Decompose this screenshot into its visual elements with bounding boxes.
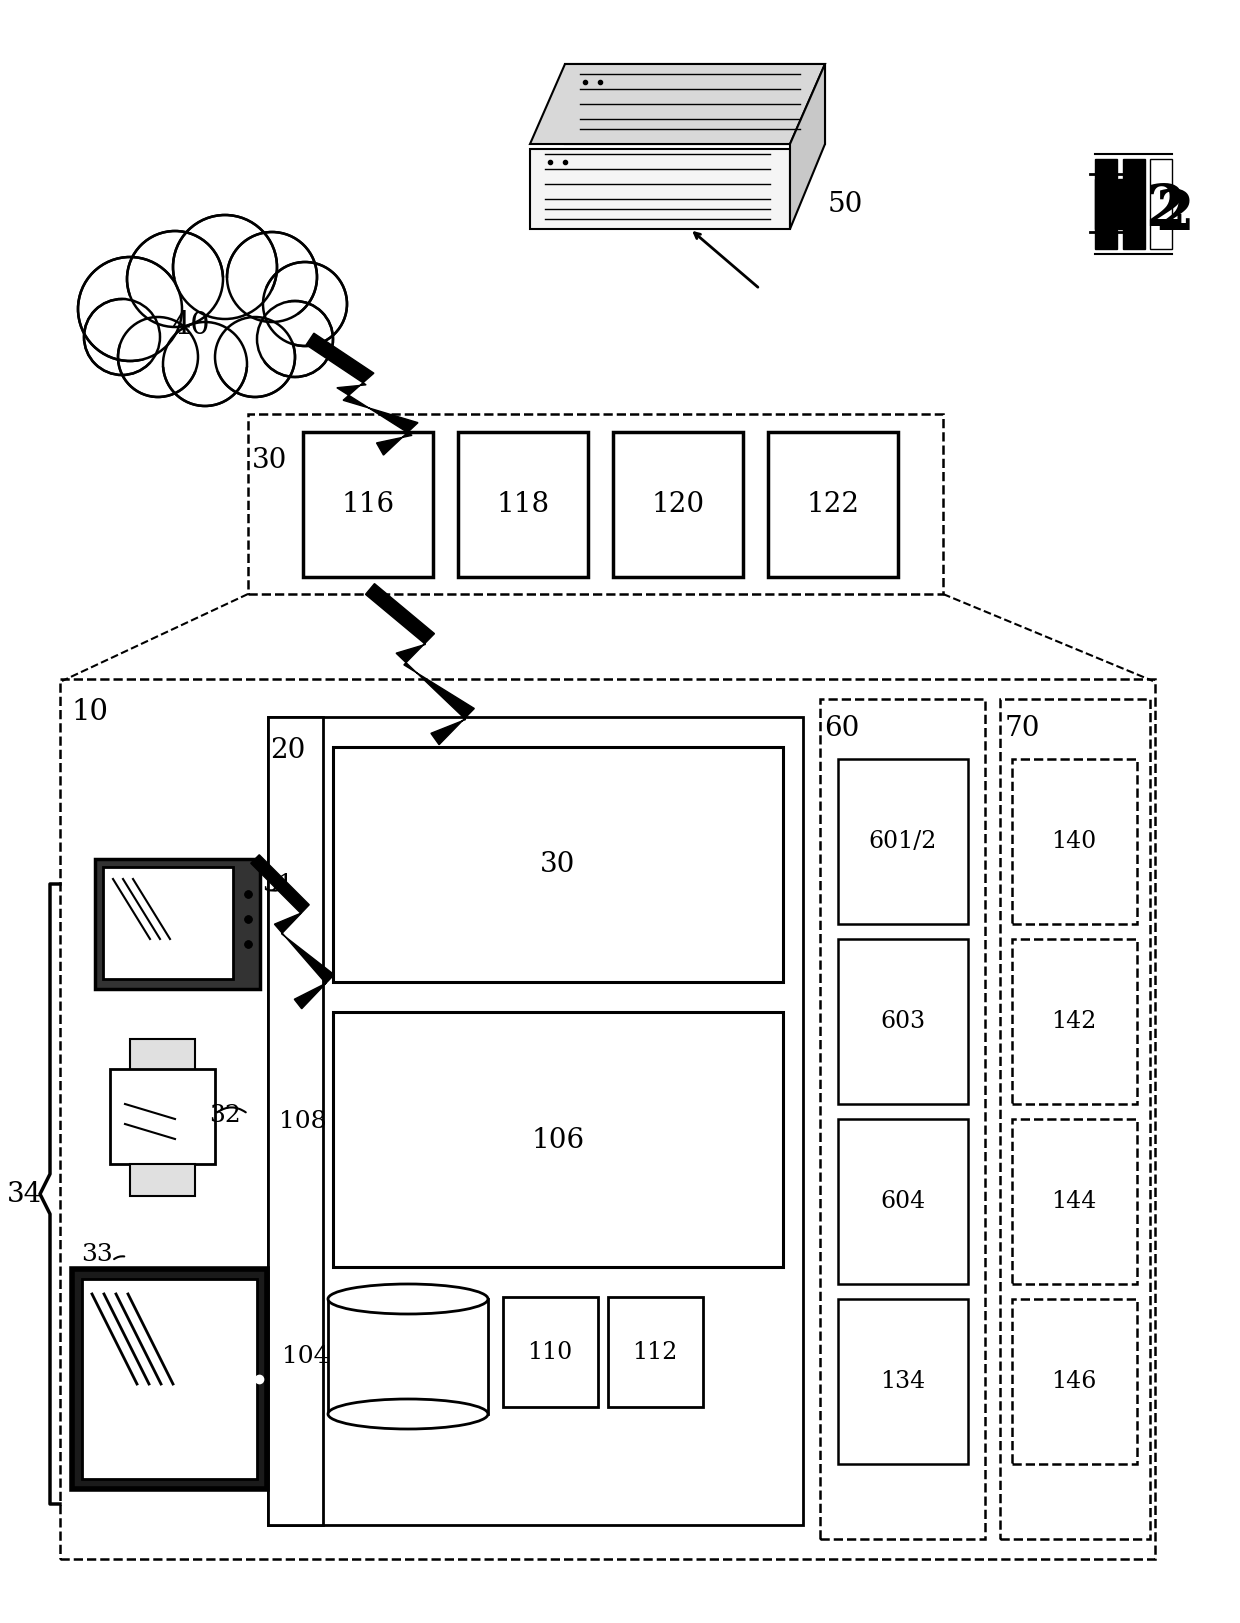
Bar — [1095, 161, 1117, 250]
Text: 31: 31 — [262, 873, 294, 896]
Circle shape — [78, 258, 182, 362]
Bar — [838, 940, 968, 1104]
Text: 40: 40 — [171, 310, 210, 341]
Text: 2: 2 — [1145, 182, 1185, 239]
Text: 134: 134 — [880, 1370, 925, 1393]
Bar — [268, 717, 322, 1526]
Circle shape — [86, 302, 157, 373]
Bar — [1012, 760, 1137, 925]
Bar — [110, 1070, 215, 1164]
Text: 50: 50 — [827, 192, 863, 219]
Circle shape — [265, 265, 345, 344]
Text: 601/2: 601/2 — [869, 829, 937, 854]
Bar — [130, 1039, 195, 1071]
Circle shape — [84, 300, 160, 377]
Circle shape — [215, 318, 295, 398]
Circle shape — [129, 234, 221, 326]
Text: 120: 120 — [651, 492, 704, 518]
Text: 122: 122 — [806, 492, 859, 518]
Text: 60: 60 — [825, 714, 859, 742]
Text: 108: 108 — [279, 1110, 327, 1133]
Circle shape — [120, 320, 196, 396]
Bar — [329, 1298, 489, 1414]
Ellipse shape — [329, 1284, 489, 1315]
Bar — [130, 1164, 195, 1196]
Circle shape — [257, 302, 334, 378]
Bar — [529, 149, 790, 230]
Bar — [565, 65, 825, 144]
Circle shape — [174, 216, 277, 320]
Circle shape — [81, 260, 180, 360]
Circle shape — [175, 217, 275, 318]
Bar — [458, 433, 588, 578]
Circle shape — [165, 325, 246, 404]
Text: 30: 30 — [541, 850, 575, 878]
Bar — [103, 867, 233, 979]
Text: 116: 116 — [341, 492, 394, 518]
Text: 146: 146 — [1052, 1370, 1096, 1393]
Text: 604: 604 — [880, 1190, 925, 1212]
Text: 142: 142 — [1052, 1010, 1096, 1032]
Circle shape — [263, 263, 347, 347]
Bar — [303, 433, 433, 578]
Bar — [1095, 180, 1115, 230]
Bar — [1012, 940, 1137, 1104]
Bar — [613, 433, 743, 578]
Text: 10: 10 — [72, 698, 109, 725]
Circle shape — [162, 323, 247, 407]
Bar — [503, 1297, 598, 1407]
Bar — [1149, 161, 1172, 250]
Text: 603: 603 — [880, 1010, 925, 1032]
Polygon shape — [250, 855, 334, 1010]
Text: 70: 70 — [1004, 714, 1040, 742]
Polygon shape — [306, 334, 418, 456]
Bar — [999, 700, 1149, 1539]
Text: 140: 140 — [1052, 829, 1096, 854]
Text: 106: 106 — [532, 1126, 584, 1152]
Circle shape — [227, 232, 317, 323]
Polygon shape — [366, 584, 475, 745]
Bar — [60, 680, 1154, 1560]
Bar — [820, 700, 985, 1539]
Text: 104: 104 — [283, 1345, 330, 1368]
Circle shape — [259, 304, 331, 377]
Ellipse shape — [329, 1399, 489, 1430]
Bar — [838, 1298, 968, 1464]
Text: 144: 144 — [1052, 1190, 1096, 1212]
Text: 33: 33 — [81, 1243, 113, 1266]
Text: 110: 110 — [527, 1341, 573, 1363]
Text: 34: 34 — [6, 1182, 42, 1208]
Circle shape — [217, 320, 293, 396]
Text: 2: 2 — [1156, 187, 1194, 242]
Text: 112: 112 — [632, 1341, 678, 1363]
Bar — [608, 1297, 703, 1407]
Bar — [334, 1013, 782, 1268]
Bar — [268, 717, 804, 1526]
Bar — [334, 748, 782, 982]
Circle shape — [118, 318, 198, 398]
Bar — [82, 1279, 257, 1479]
Bar — [95, 860, 260, 990]
Polygon shape — [790, 65, 825, 230]
Bar — [1118, 180, 1138, 230]
Polygon shape — [529, 65, 825, 144]
Ellipse shape — [110, 278, 300, 372]
Circle shape — [229, 235, 315, 321]
Text: 118: 118 — [496, 492, 549, 518]
Bar — [768, 433, 898, 578]
Bar — [838, 760, 968, 925]
Text: 32: 32 — [210, 1102, 241, 1126]
Text: 30: 30 — [252, 446, 288, 474]
Bar — [248, 415, 942, 594]
Text: 20: 20 — [270, 737, 306, 763]
Bar — [72, 1269, 267, 1488]
Circle shape — [126, 232, 223, 328]
Bar — [1012, 1298, 1137, 1464]
Bar — [1123, 161, 1145, 250]
Bar — [838, 1120, 968, 1284]
Bar — [1012, 1120, 1137, 1284]
